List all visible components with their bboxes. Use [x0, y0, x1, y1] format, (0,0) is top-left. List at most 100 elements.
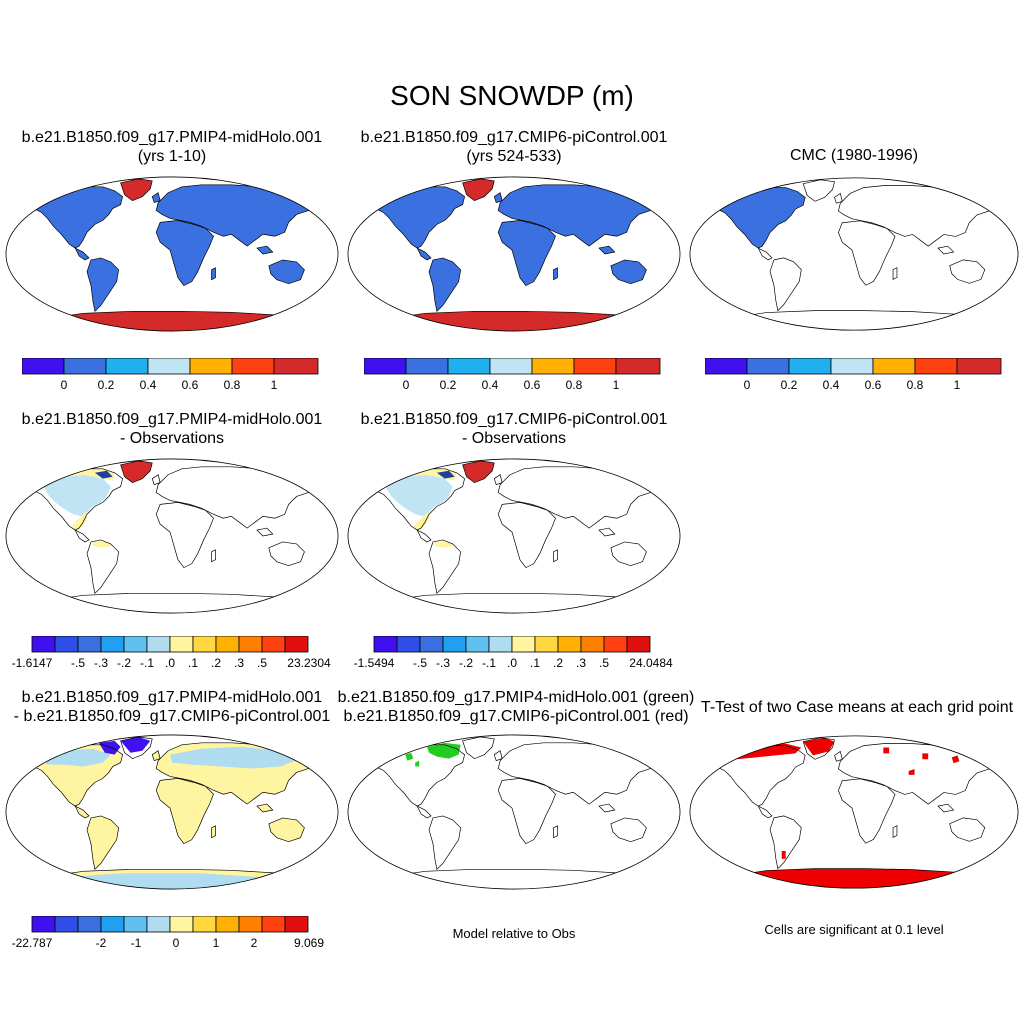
colorbar-tick: -1.6147	[12, 656, 53, 670]
colorbar-tick: 0.2	[98, 378, 115, 392]
panel-5-title: b.e21.B1850.f09_g17.CMIP6-piControl.001 …	[342, 410, 686, 448]
panel-1-colorbar: 0 0.2 0.4 0.6 0.8 1	[22, 358, 319, 392]
diff-slightly-negative	[43, 474, 111, 517]
diff-dark-patches	[436, 470, 455, 479]
panel-7-note: Model relative to Obs	[452, 926, 576, 941]
map-border	[347, 734, 681, 890]
panel-8-map	[689, 735, 1019, 889]
colorbar-tick: 0.8	[224, 378, 241, 392]
colorbar-tick: .5	[257, 656, 267, 670]
colorbar-tick: .0	[165, 656, 175, 670]
panel-5-title-line1: b.e21.B1850.f09_g17.CMIP6-piControl.001	[360, 411, 668, 428]
map-border	[347, 458, 681, 614]
panel-1-title: b.e21.B1850.f09_g17.PMIP4-midHolo.001 (y…	[0, 128, 344, 166]
colorbar-tick: 0	[173, 936, 180, 950]
colorbar-tick: 1	[271, 378, 278, 392]
colorbar-tick: 1	[613, 378, 620, 392]
panel-7-title-line2: b.e21.B1850.f09_g17.CMIP6-piControl.001 …	[343, 708, 689, 725]
panel-8-note: Cells are significant at 0.1 level	[764, 922, 944, 937]
colorbar-tick: -.2	[117, 656, 131, 670]
map-border	[5, 176, 339, 332]
panel-5-colorbar: -1.5494 -.5 -.3 -.2 -.1 .0 .1 .2 .3 .5 2…	[354, 636, 673, 670]
panel-4-title-line2: - Observations	[119, 430, 225, 447]
map-border	[689, 177, 1019, 331]
colorbar-tick: .1	[530, 656, 540, 670]
colorbar-tick: 9.069	[294, 936, 324, 950]
panel-4-colorbar: -1.6147 -.5 -.3 -.2 -.1 .0 .1 .2 .3 .5 2…	[12, 636, 331, 670]
colorbar-tick: -.5	[71, 656, 85, 670]
panel-7-title-line1: b.e21.B1850.f09_g17.PMIP4-midHolo.001 (g…	[337, 689, 695, 706]
colorbar-tick: 0.6	[182, 378, 199, 392]
panel-7-title: b.e21.B1850.f09_g17.PMIP4-midHolo.001 (g…	[326, 688, 706, 726]
panel-4-title: b.e21.B1850.f09_g17.PMIP4-midHolo.001 - …	[0, 410, 344, 448]
colorbar-tick: 0	[403, 378, 410, 392]
panel-1-map	[5, 176, 339, 332]
colorbar-tick: .3	[576, 656, 586, 670]
map-border	[347, 176, 681, 332]
map-border	[689, 735, 1019, 889]
panel-6-map	[5, 734, 339, 890]
colorbar-tick: 0.6	[865, 378, 882, 392]
panel-3-title-line1: CMC (1980-1996)	[789, 147, 919, 164]
colorbar-tick: 0.2	[440, 378, 457, 392]
panel-1-title-line2: (yrs 1-10)	[137, 148, 207, 165]
panel-2-title-line1: b.e21.B1850.f09_g17.CMIP6-piControl.001	[360, 129, 668, 146]
colorbar-tick: 23.2304	[287, 656, 331, 670]
map-border	[5, 734, 339, 890]
colorbar-tick: 0	[61, 378, 68, 392]
colorbar-tick: .2	[553, 656, 563, 670]
colorbar-tick: 2	[251, 936, 258, 950]
colorbar-tick: 1	[954, 378, 961, 392]
diff-high	[120, 460, 153, 483]
colorbar-tick: 0.6	[524, 378, 541, 392]
panel-6-colorbar: -22.787 -2 -1 0 1 2 9.069	[12, 916, 324, 950]
colorbar-tick: .0	[507, 656, 517, 670]
panel-4-title-line1: b.e21.B1850.f09_g17.PMIP4-midHolo.001	[21, 411, 323, 428]
diff-strong-negative	[98, 736, 151, 755]
colorbar-tick: -1	[131, 936, 142, 950]
diff-dark-patches	[94, 470, 113, 479]
colorbar-tick: 0.4	[482, 378, 499, 392]
colorbar-tick: .5	[599, 656, 609, 670]
colorbar-tick: -.2	[459, 656, 473, 670]
panel-6-title-line1: b.e21.B1850.f09_g17.PMIP4-midHolo.001	[21, 689, 323, 706]
colorbar-tick: -2	[96, 936, 107, 950]
panel-6-title: b.e21.B1850.f09_g17.PMIP4-midHolo.001 - …	[0, 688, 344, 726]
colorbar-tick: -.1	[140, 656, 154, 670]
panel-5-map	[347, 458, 681, 614]
colorbar-tick: 0.4	[140, 378, 157, 392]
panel-8-title-line1: T-Test of two Case means at each grid po…	[700, 699, 1014, 716]
panel-5-title-line2: - Observations	[461, 430, 567, 447]
colorbar-tick: -.1	[482, 656, 496, 670]
colorbar-tick: 24.0484	[629, 656, 673, 670]
diff-slightly-negative	[385, 474, 453, 517]
snow-depth-low	[715, 187, 806, 249]
panel-8-title: T-Test of two Case means at each grid po…	[690, 698, 1024, 717]
panel-6-title-line2: - b.e21.B1850.f09_g17.CMIP6-piControl.00…	[13, 708, 331, 725]
panel-1-title-line1: b.e21.B1850.f09_g17.PMIP4-midHolo.001	[21, 129, 323, 146]
colorbar-tick: 0.2	[781, 378, 798, 392]
map-border	[5, 458, 339, 614]
colorbar-tick: -.3	[436, 656, 450, 670]
significant-cells	[717, 737, 1001, 889]
colorbar-tick: 1	[213, 936, 220, 950]
colorbar-tick: 0.4	[823, 378, 840, 392]
panel-3-title: CMC (1980-1996)	[684, 146, 1024, 165]
panel-7-map	[347, 734, 681, 890]
colorbar-tick: -22.787	[12, 936, 53, 950]
colorbar-tick: -.3	[94, 656, 108, 670]
colorbar-tick: -.5	[413, 656, 427, 670]
panel-4-map	[5, 458, 339, 614]
colorbar-tick: .2	[211, 656, 221, 670]
panel-3-map	[689, 177, 1019, 331]
colorbar-tick: .3	[234, 656, 244, 670]
colorbar-tick: 0.8	[907, 378, 924, 392]
panel-2-title-line2: (yrs 524-533)	[466, 148, 562, 165]
model-relative-green	[405, 742, 461, 767]
panel-3-colorbar: 0 0.2 0.4 0.6 0.8 1	[705, 358, 1002, 392]
panel-2-colorbar: 0 0.2 0.4 0.6 0.8 1	[364, 358, 661, 392]
panel-2-title: b.e21.B1850.f09_g17.CMIP6-piControl.001 …	[342, 128, 686, 166]
colorbar-tick: .1	[188, 656, 198, 670]
diff-high	[462, 460, 495, 483]
panel-2-map	[347, 176, 681, 332]
